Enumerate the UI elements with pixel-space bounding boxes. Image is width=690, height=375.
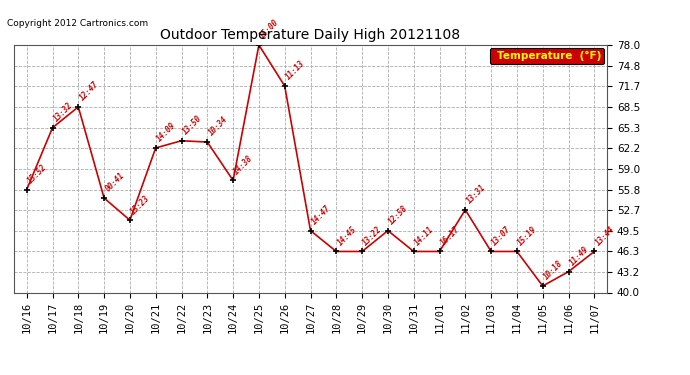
Text: 14:09: 14:09 xyxy=(155,121,177,144)
Text: 13:31: 13:31 xyxy=(464,183,487,206)
Text: 14:45: 14:45 xyxy=(335,225,358,247)
Legend: Temperature  (°F): Temperature (°F) xyxy=(491,48,604,64)
Text: 10:18: 10:18 xyxy=(542,259,564,282)
Text: 14:47: 14:47 xyxy=(310,204,333,226)
Text: 13:07: 13:07 xyxy=(491,225,513,247)
Text: 13:50: 13:50 xyxy=(181,114,204,136)
Text: 15:19: 15:19 xyxy=(516,225,539,247)
Text: 14:11: 14:11 xyxy=(413,225,435,247)
Text: 13:32: 13:32 xyxy=(52,101,75,123)
Text: 14:38: 14:38 xyxy=(233,154,255,176)
Text: 15:52: 15:52 xyxy=(26,163,48,185)
Text: 15:00: 15:00 xyxy=(258,18,281,41)
Text: 13:22: 13:22 xyxy=(362,225,384,247)
Text: 00:41: 00:41 xyxy=(104,171,126,194)
Text: 13:44: 13:44 xyxy=(593,225,616,247)
Text: 16:17: 16:17 xyxy=(439,225,462,247)
Text: 12:47: 12:47 xyxy=(77,80,100,103)
Text: 15:23: 15:23 xyxy=(129,194,152,216)
Title: Outdoor Temperature Daily High 20121108: Outdoor Temperature Daily High 20121108 xyxy=(161,28,460,42)
Text: Copyright 2012 Cartronics.com: Copyright 2012 Cartronics.com xyxy=(7,19,148,28)
Text: 11:13: 11:13 xyxy=(284,59,306,82)
Text: 12:58: 12:58 xyxy=(387,204,410,226)
Text: 10:34: 10:34 xyxy=(206,115,229,138)
Text: 11:49: 11:49 xyxy=(568,245,591,267)
